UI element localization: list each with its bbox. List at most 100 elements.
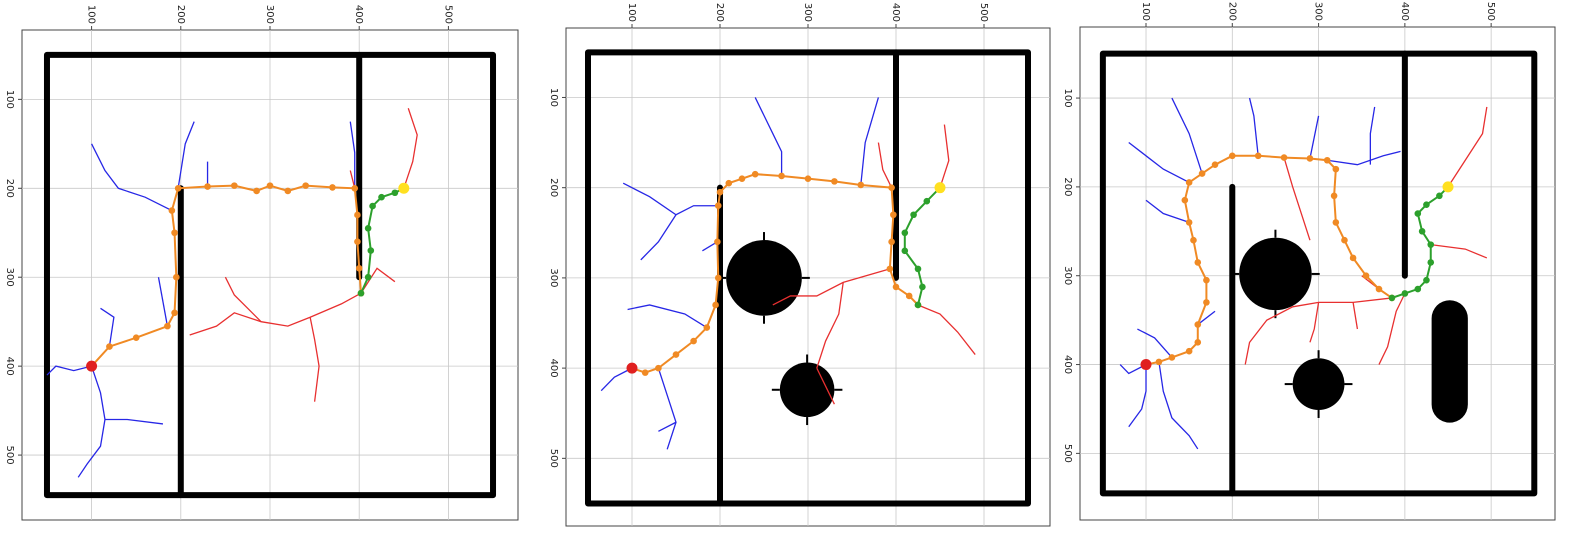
path-node bbox=[914, 265, 922, 273]
tree-branch bbox=[1447, 106, 1488, 188]
x-tick-label: 400 bbox=[1399, 2, 1410, 21]
path-node bbox=[886, 265, 894, 273]
path-node bbox=[888, 184, 895, 191]
path-node bbox=[1155, 358, 1163, 366]
path-node bbox=[641, 369, 649, 376]
x-tick-label: 200 bbox=[175, 5, 186, 24]
tree-branch bbox=[309, 317, 320, 402]
x-tick-label: 300 bbox=[802, 3, 813, 22]
tree-branch bbox=[1128, 141, 1190, 184]
tree-branch bbox=[1128, 364, 1147, 428]
path-node bbox=[171, 309, 178, 317]
path-node bbox=[725, 179, 733, 187]
endpoint bbox=[1442, 181, 1454, 193]
path-node bbox=[171, 229, 178, 237]
y-tick-label: 400 bbox=[548, 359, 559, 378]
path-node bbox=[714, 238, 721, 246]
path-node bbox=[690, 337, 697, 345]
path-node bbox=[831, 178, 838, 185]
endpoint bbox=[934, 182, 946, 194]
path-node bbox=[672, 351, 680, 358]
path-node bbox=[391, 189, 399, 197]
path-node bbox=[1194, 259, 1202, 266]
obstacle bbox=[779, 362, 835, 418]
path-node bbox=[778, 172, 785, 180]
y-tick-label: 500 bbox=[1062, 444, 1073, 463]
endpoint bbox=[398, 182, 410, 194]
tree-branch bbox=[1197, 310, 1216, 326]
path-node bbox=[1185, 179, 1193, 186]
endpoint bbox=[626, 362, 638, 374]
path-line bbox=[1145, 154, 1393, 366]
tree-branch bbox=[1137, 328, 1173, 358]
x-tick-label: 100 bbox=[86, 5, 97, 24]
endpoint bbox=[86, 360, 98, 372]
tree-branch bbox=[1430, 243, 1488, 259]
path-node bbox=[253, 187, 260, 195]
path-node bbox=[910, 211, 917, 219]
path-node bbox=[1185, 347, 1193, 355]
path-node bbox=[357, 289, 365, 297]
path-node bbox=[132, 334, 140, 341]
path-node bbox=[1181, 196, 1189, 204]
path-node bbox=[1168, 354, 1176, 361]
x-tick-label: 300 bbox=[264, 5, 275, 24]
endpoint bbox=[1140, 359, 1152, 371]
path-node bbox=[1427, 241, 1435, 248]
path-node bbox=[1414, 285, 1422, 293]
x-tick-label: 400 bbox=[890, 3, 901, 22]
path-node bbox=[329, 184, 336, 191]
path-node bbox=[1332, 165, 1340, 173]
path-node bbox=[919, 283, 926, 291]
path-node bbox=[106, 343, 113, 350]
panel: 100 200 300 400 500 100 200 300 400 500 bbox=[548, 3, 1051, 527]
tree-branch bbox=[772, 268, 891, 306]
tree-branch bbox=[658, 421, 677, 432]
path-node bbox=[901, 229, 909, 237]
path-node bbox=[354, 238, 361, 245]
y-tick-label: 200 bbox=[4, 179, 15, 198]
path-node bbox=[703, 324, 711, 331]
tree-branch bbox=[189, 292, 362, 336]
path-node bbox=[1401, 290, 1409, 297]
tree-branch bbox=[104, 418, 164, 425]
path-node bbox=[716, 188, 724, 196]
path-node bbox=[1211, 161, 1219, 168]
tree-branch bbox=[157, 277, 169, 327]
path-node bbox=[1332, 219, 1340, 226]
y-tick-label: 400 bbox=[4, 357, 15, 376]
path-node bbox=[378, 193, 385, 201]
y-tick-label: 500 bbox=[548, 449, 559, 468]
path-node bbox=[1427, 259, 1435, 266]
x-tick-label: 500 bbox=[1485, 2, 1496, 21]
path-node bbox=[857, 181, 865, 189]
tree-branch bbox=[349, 121, 356, 189]
tree-branch bbox=[860, 97, 880, 186]
path-node bbox=[302, 182, 309, 189]
path-node bbox=[168, 207, 176, 214]
path-node bbox=[174, 184, 182, 192]
path-node bbox=[1388, 294, 1396, 302]
tree-branch bbox=[640, 214, 677, 261]
tree-branch bbox=[1248, 97, 1259, 156]
tree-branch bbox=[816, 282, 844, 369]
tree-branch bbox=[1283, 157, 1311, 241]
path-node bbox=[1194, 321, 1202, 328]
x-tick-label: 200 bbox=[1226, 2, 1237, 21]
path-node bbox=[364, 273, 372, 281]
path-node bbox=[164, 322, 171, 330]
tree-branch bbox=[657, 367, 677, 450]
obstacle bbox=[1292, 358, 1345, 410]
tree-branch bbox=[1309, 302, 1320, 343]
panel: 100 200 300 400 500 100 200 300 400 500 bbox=[1062, 2, 1556, 521]
path-node bbox=[1228, 152, 1236, 160]
path-node bbox=[888, 238, 895, 246]
tree-branch bbox=[91, 143, 173, 212]
tree-branch bbox=[939, 124, 950, 188]
path-node bbox=[1436, 192, 1443, 200]
path-node bbox=[1203, 299, 1210, 306]
tree-branch bbox=[1119, 363, 1147, 375]
path-node bbox=[1280, 154, 1288, 161]
path-node bbox=[1203, 276, 1210, 284]
